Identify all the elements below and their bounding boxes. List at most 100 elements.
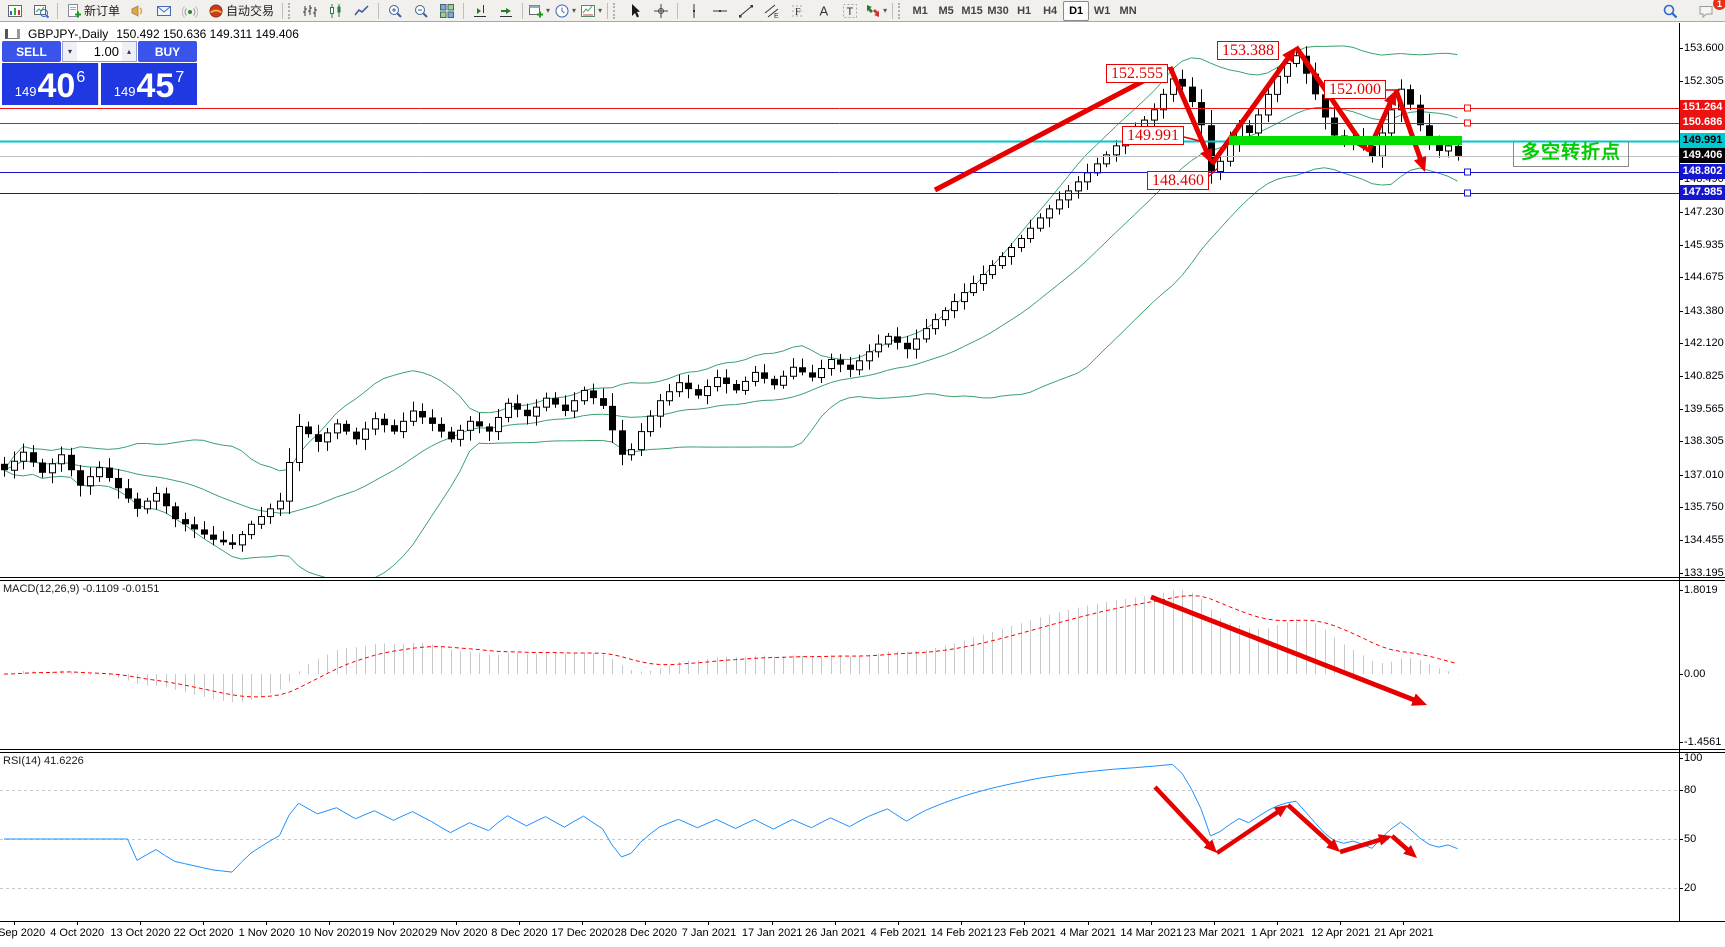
chart-shift-button[interactable] <box>467 1 493 21</box>
sell-price-sup: 6 <box>76 69 86 86</box>
date-tick-label: 4 Feb 2021 <box>870 927 927 939</box>
toolbar-drag-handle[interactable] <box>288 2 293 19</box>
crosshair-tool-button[interactable] <box>648 1 674 21</box>
arrows-tool[interactable]: ▾ <box>863 1 889 21</box>
rsi-tick-label: 100 <box>1684 752 1703 764</box>
chartwin-icon <box>7 3 23 19</box>
cursor-tool-button[interactable] <box>622 1 648 21</box>
annotation-price-tag[interactable]: 152.000 <box>1324 80 1386 99</box>
price-tick-label: 140.825 <box>1684 370 1724 382</box>
rsi-panel-canvas[interactable] <box>0 753 1679 921</box>
horizontal-line-tool[interactable] <box>707 1 733 21</box>
text-label-tool[interactable]: T <box>837 1 863 21</box>
new-chart-button[interactable]: ▾ <box>526 1 552 21</box>
rsi-tick-mark <box>1679 888 1683 889</box>
panel-splitter[interactable] <box>0 749 1725 753</box>
timeframe-button-h4[interactable]: H4 <box>1043 4 1058 17</box>
toolbar-drag-handle[interactable] <box>613 2 618 19</box>
candlestick-mode-button[interactable] <box>323 1 349 21</box>
price-tick-mark <box>1679 179 1683 180</box>
macd-tick-mark <box>1679 674 1683 675</box>
tile-windows-button[interactable] <box>434 1 460 21</box>
chat-button[interactable]: 1 <box>1693 0 1725 21</box>
templates-button[interactable]: ▾ <box>578 1 604 21</box>
macd-tick-label: -1.4561 <box>1684 736 1722 748</box>
timeframe-button-m1[interactable]: M1 <box>912 4 928 17</box>
arrows-icon <box>865 3 881 19</box>
mailbox-icon[interactable] <box>151 1 177 21</box>
price-tick-label: 137.010 <box>1684 469 1724 481</box>
new-order-button[interactable]: 新订单 <box>61 1 125 21</box>
sell-button[interactable]: SELL <box>2 41 61 62</box>
search-button[interactable] <box>1657 1 1683 21</box>
price-axis-line <box>1679 23 1680 921</box>
zoom-in-button[interactable] <box>382 1 408 21</box>
alerts-horn-icon[interactable] <box>125 1 151 21</box>
timeframe-button-m5[interactable]: M5 <box>938 4 954 17</box>
buy-price-prefix: 149 <box>113 84 136 99</box>
auto-scroll-button[interactable] <box>493 1 519 21</box>
annotation-price-tag[interactable]: 152.555 <box>1106 64 1168 83</box>
zoom-out-button[interactable] <box>408 1 434 21</box>
sell-price[interactable]: 149 40 6 <box>2 63 99 105</box>
price-line-label: 149.991 <box>1680 133 1725 148</box>
trendline-tool[interactable] <box>733 1 759 21</box>
timeframe-button-w1[interactable]: W1 <box>1093 4 1111 17</box>
hline-icon <box>712 3 728 19</box>
buy-price-main: 45 <box>136 67 175 105</box>
sell-price-prefix: 149 <box>14 84 37 99</box>
scroll-icon <box>498 3 514 19</box>
panel-splitter[interactable] <box>0 577 1725 581</box>
fibonacci-tool[interactable]: F <box>785 1 811 21</box>
date-tick-label: 1 Nov 2020 <box>238 927 295 939</box>
timeframe-button-h1[interactable]: H1 <box>1017 4 1032 17</box>
toolbar-separator <box>677 2 679 19</box>
auto-icon <box>208 3 224 19</box>
timeframe-button-d1[interactable]: D1 <box>1063 0 1090 21</box>
price-tick-label: 139.565 <box>1684 403 1724 415</box>
timeframe-button-m30[interactable]: M30 <box>987 4 1009 17</box>
annotation-price-tag[interactable]: 148.460 <box>1147 171 1209 190</box>
chevron-down-icon: ▾ <box>598 6 603 15</box>
bar-chart-mode-button[interactable] <box>297 1 323 21</box>
macd-tick-label: 0.00 <box>1684 668 1706 680</box>
rsi-tick-mark <box>1679 758 1683 759</box>
newwin-icon <box>528 3 544 19</box>
svg-text:T: T <box>847 6 854 18</box>
date-tick-mark <box>140 921 141 925</box>
buy-price[interactable]: 149 45 7 <box>101 63 197 105</box>
annotation-price-tag[interactable]: 149.991 <box>1122 126 1184 145</box>
date-tick-mark <box>519 921 520 925</box>
docplus-icon <box>66 3 82 19</box>
volume-input[interactable] <box>77 42 122 61</box>
channel-tool[interactable]: E <box>759 1 785 21</box>
vertical-line-tool[interactable] <box>681 1 707 21</box>
volume-increase-button[interactable]: ▴ <box>122 42 136 61</box>
macd-panel-canvas[interactable] <box>0 581 1679 749</box>
periods-button[interactable]: ▾ <box>552 1 578 21</box>
date-tick-mark <box>393 921 394 925</box>
line-chart-mode-button[interactable] <box>349 1 375 21</box>
timeframe-button-m15[interactable]: M15 <box>961 4 983 17</box>
autotrading-button[interactable]: 自动交易 <box>203 1 279 21</box>
toolbar-drag-handle[interactable] <box>898 2 903 19</box>
volume-decrease-button[interactable]: ▾ <box>63 42 77 61</box>
date-tick-mark <box>456 921 457 925</box>
timeframe-button-mn[interactable]: MN <box>1119 4 1137 17</box>
rsi-tick-label: 80 <box>1684 784 1697 796</box>
annotation-price-tag[interactable]: 153.388 <box>1217 41 1279 60</box>
price-tick-mark <box>1679 212 1683 213</box>
date-tick-mark <box>203 921 204 925</box>
zoomout-icon <box>413 3 429 19</box>
buy-button[interactable]: BUY <box>138 41 197 62</box>
note-text-box[interactable]: 多空转折点 <box>1513 141 1629 167</box>
date-tick-mark <box>1340 921 1341 925</box>
news-signal-icon[interactable] <box>177 1 203 21</box>
chart-profile-icon[interactable] <box>28 1 54 21</box>
text-tool[interactable]: A <box>811 1 837 21</box>
support-band[interactable] <box>1229 136 1462 145</box>
toolbar-separator <box>892 2 894 19</box>
main-chart-canvas[interactable] <box>0 23 1679 577</box>
charts-window-icon[interactable] <box>2 1 28 21</box>
date-tick-mark <box>14 921 15 925</box>
